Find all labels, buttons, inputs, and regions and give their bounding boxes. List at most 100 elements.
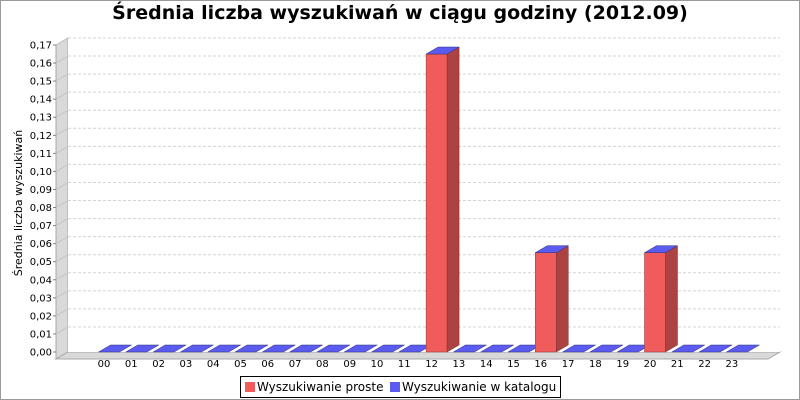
bar-top: [725, 344, 761, 353]
bar-front: [535, 252, 557, 353]
x-tick-label: 13: [453, 359, 466, 370]
wall-gridline: [55, 236, 69, 245]
x-tick-label: 02: [152, 359, 165, 370]
y-axis-label: Średnia liczba wyszukiwań: [12, 130, 25, 277]
bar-side: [556, 245, 569, 353]
bar-front: [425, 53, 448, 353]
bar-top: [97, 344, 133, 353]
bar-top: [479, 344, 515, 353]
bar-side: [446, 46, 460, 353]
bar: [425, 46, 461, 353]
bar: [124, 344, 160, 353]
x-tick-label: 18: [589, 359, 602, 370]
bar: [234, 344, 269, 353]
wall-gridline: [55, 182, 69, 190]
y-tick-label: 0,15: [30, 77, 52, 88]
wall-gridline: [55, 37, 69, 46]
bar-top: [534, 245, 570, 253]
x-tick-label: 10: [371, 359, 384, 370]
x-tick-label: 15: [507, 359, 520, 370]
bar-top: [315, 344, 351, 353]
y-tick-label: 0,10: [30, 167, 52, 178]
x-tick-label: 03: [180, 359, 193, 370]
x-tick-label: 21: [671, 359, 684, 370]
bar: [452, 344, 488, 353]
legend-swatch-series-2: [390, 382, 400, 392]
x-tick-label: 11: [398, 359, 411, 370]
bar: [206, 344, 242, 353]
bar: [179, 344, 215, 353]
x-tick-label: 16: [534, 359, 547, 370]
wall-gridline: [55, 91, 69, 100]
y-tick-label: 0,04: [30, 275, 52, 286]
bar: [97, 344, 133, 353]
wall-gridline: [55, 163, 69, 172]
bar: [370, 344, 406, 353]
bar-top: [206, 344, 242, 353]
bar: [479, 344, 515, 353]
chart-title: Średnia liczba wyszukiwań w ciągu godzin…: [112, 0, 688, 24]
wall-gridline: [55, 109, 69, 118]
bar-top: [124, 344, 160, 353]
bar-top: [152, 344, 188, 353]
wall-gridline: [55, 73, 69, 82]
legend: Wyszukiwanie proste Wyszukiwanie w katal…: [240, 376, 561, 398]
legend-swatch-series-1: [245, 382, 255, 392]
bar-top: [288, 344, 324, 353]
bar-side: [665, 245, 678, 353]
x-tick-label: 00: [98, 359, 111, 370]
x-tick-label: 06: [261, 359, 274, 370]
y-tick-label: 0,17: [30, 41, 52, 52]
x-tick-label: 12: [425, 359, 438, 370]
wall-gridline: [55, 326, 69, 335]
legend-label-series-1: Wyszukiwanie proste: [257, 380, 383, 394]
bar-front: [644, 252, 666, 353]
x-tick-label: 22: [698, 359, 711, 370]
wall-gridline: [55, 55, 69, 64]
bar-top: [452, 344, 488, 353]
bar-top: [698, 344, 734, 353]
bar-top: [370, 344, 406, 353]
bar: [288, 344, 324, 353]
bar-top: [670, 344, 706, 353]
x-tick-label: 05: [234, 359, 247, 370]
y-tick-label: 0,07: [30, 221, 52, 232]
floor: [54, 351, 782, 360]
x-tick-label: 01: [125, 359, 138, 370]
x-tick-label: 14: [480, 359, 493, 370]
bar-top: [261, 344, 297, 353]
y-tick-label: 0,14: [30, 95, 52, 106]
y-tick-label: 0,12: [30, 131, 52, 142]
bar-top: [588, 344, 624, 353]
y-tick-label: 0,09: [30, 185, 52, 196]
bar: [561, 344, 597, 353]
wall-gridline: [55, 254, 69, 263]
y-tick-label: 0,16: [30, 59, 52, 70]
bar: [534, 245, 570, 353]
wall-gridline: [55, 308, 69, 317]
y-tick-label: 0,01: [30, 329, 52, 340]
y-tick-label: 0,03: [30, 293, 52, 304]
legend-box: [240, 376, 561, 398]
x-tick-label: 19: [616, 359, 629, 370]
bar: [698, 344, 734, 353]
bar: [588, 344, 624, 353]
bar: [261, 344, 297, 353]
y-tick-label: 0,06: [30, 239, 52, 250]
bar: [343, 344, 379, 353]
x-tick-label: 20: [644, 359, 657, 370]
y-tick-label: 0,02: [30, 311, 52, 322]
wall-gridline: [55, 290, 69, 299]
bar-top: [425, 46, 461, 55]
bar-top: [561, 344, 597, 353]
y-tick-label: 0,00: [30, 348, 52, 359]
wall-gridline: [55, 127, 69, 136]
bar-top: [179, 344, 215, 353]
bar: [643, 245, 679, 353]
y-tick-label: 0,08: [30, 203, 52, 214]
bar: [152, 344, 188, 353]
wall-gridline: [55, 145, 69, 154]
y-tick-label: 0,13: [30, 113, 52, 124]
x-tick-label: 17: [562, 359, 575, 370]
